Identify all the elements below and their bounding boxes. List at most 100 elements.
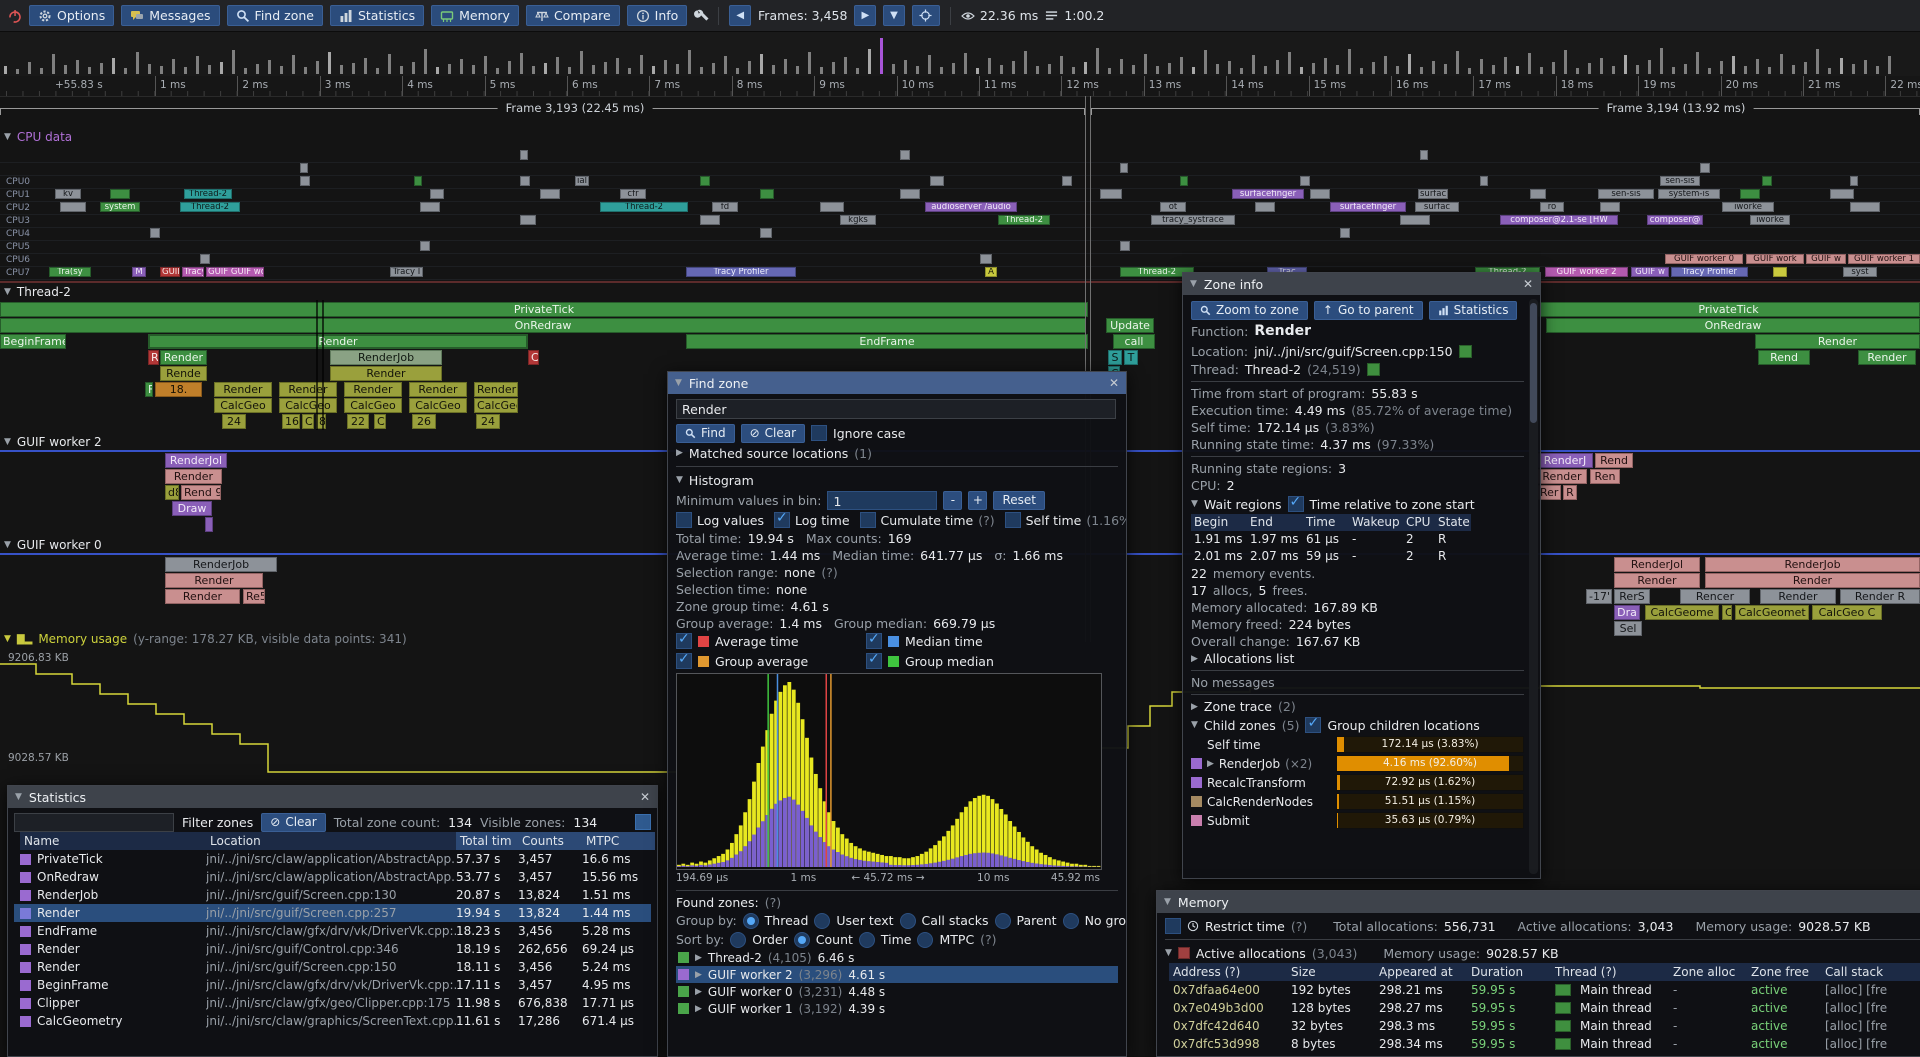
frame-bar[interactable] [256,64,259,74]
zone[interactable] [1180,176,1188,186]
zone[interactable]: 16 [282,414,300,429]
frame-bar[interactable] [904,60,907,74]
frame-bar[interactable] [1624,55,1627,74]
zone[interactable] [1600,202,1620,212]
zone[interactable] [1530,189,1546,199]
radio-call-stacks[interactable] [899,912,916,929]
zone[interactable]: Rend 9 [181,485,221,500]
zone[interactable]: EndFrame [686,334,1088,349]
zone[interactable] [1340,228,1350,238]
frame-bar[interactable] [1072,67,1075,74]
frame-bar[interactable] [40,68,43,74]
frame-bar[interactable] [1792,65,1795,74]
zone[interactable] [520,215,536,225]
frame-bar[interactable] [292,55,295,74]
frame-bar[interactable] [592,65,595,74]
frame-bar[interactable] [508,61,511,74]
table-row[interactable]: 0x7e049b3d00 128 bytes 298.27 ms 59.95 s Mai… [1173,1001,1888,1015]
frame-bar[interactable] [1720,61,1723,74]
frame-bar[interactable] [1888,56,1891,74]
zone[interactable] [540,189,560,199]
zone[interactable]: Render [160,350,207,365]
frame-bar[interactable] [148,64,151,74]
zone[interactable]: Rend [1595,453,1633,468]
zone[interactable]: 26 [412,414,436,429]
frame-bar[interactable] [1432,61,1435,74]
column-header[interactable]: Duration [1467,963,1551,981]
frame-bar[interactable] [1204,50,1207,74]
wrench-icon[interactable] [694,9,709,23]
zone[interactable] [900,150,910,160]
zone[interactable] [1850,176,1858,186]
frame-bar[interactable] [304,67,307,74]
frame-bar[interactable] [172,59,175,74]
zone[interactable]: R [1563,485,1577,500]
frame-bar[interactable] [1480,59,1483,74]
frame-bar[interactable] [832,62,835,74]
frame-bar[interactable] [1372,62,1375,74]
frame-bar[interactable] [760,54,763,74]
frame-bar[interactable] [280,66,283,74]
frame-bar[interactable] [1540,67,1543,74]
zone[interactable]: kgks [840,215,876,225]
zone[interactable]: Tracy I [390,267,423,277]
zone[interactable]: iworke [1750,215,1790,225]
zone[interactable]: system [100,202,140,212]
statistics-titlebar[interactable]: ▼ Statistics ✕ [8,786,657,808]
zone[interactable]: RenderJob [1705,557,1920,572]
frame-bar[interactable] [1852,64,1855,74]
zone[interactable] [760,228,772,238]
zone[interactable]: GUIF worker 0 [1665,254,1743,264]
radio-thread[interactable] [742,912,759,929]
table-row[interactable]: Render jni/../jni/src/guif/Screen.cpp:150… [14,958,651,976]
frame-bar[interactable] [124,68,127,74]
scrollbar[interactable] [1529,299,1538,874]
frame-bar[interactable] [112,58,115,74]
help-hint[interactable]: (1.16%) [1086,512,1126,528]
frame-bar[interactable] [448,64,451,74]
frame-bar[interactable] [484,56,487,74]
frame-bar[interactable] [1252,55,1255,74]
table-row[interactable]: Clipper jni/../jni/src/claw/gfx/geo/Clipp… [14,994,651,1012]
child-zones-header[interactable]: ▼ Child zones (5) Group children locatio… [1191,715,1524,735]
reset-button[interactable]: Reset [993,490,1045,510]
zone[interactable]: Render [1537,469,1587,484]
frame-bar[interactable] [136,52,139,74]
frame-bar[interactable] [940,67,943,74]
frame-bar[interactable] [1552,62,1555,74]
column-header[interactable]: MTPC [582,832,655,850]
zone[interactable]: fd [712,202,738,212]
table-row[interactable]: 0x7dfaa64e00 192 bytes 298.21 ms 59.95 s Mai… [1173,983,1888,997]
thread-header-guif-worker2[interactable]: ▼ GUIF worker 2 [4,434,102,450]
zone[interactable]: 18. [155,382,202,397]
frame-bar[interactable] [64,65,67,74]
radio-parent[interactable] [994,912,1011,929]
active-allocations-header[interactable]: ▼ Active allocations (3,043) Memory usag… [1165,945,1559,961]
zone[interactable]: GUIF work [1746,254,1804,264]
zone[interactable]: surfacefinger [1232,189,1304,199]
zone[interactable]: 24 [222,414,246,429]
frame-bar[interactable] [328,52,331,74]
zone[interactable]: C [1722,605,1732,620]
frame-bar[interactable] [820,67,823,74]
table-row[interactable]: PrivateTick jni/../jni/src/claw/applicati… [14,850,651,868]
filter-options-button[interactable] [635,814,651,830]
frame-bar[interactable] [100,63,103,74]
column-header[interactable]: Begin [1191,514,1247,531]
frame-bar[interactable] [1312,63,1315,74]
zone[interactable]: 24 [476,414,500,429]
zone[interactable]: Render [344,382,402,397]
checkbox-log-time[interactable] [773,510,790,528]
legend-checkbox[interactable] [866,651,882,669]
close-icon[interactable]: ✕ [1108,376,1119,390]
frame-bar[interactable] [340,65,343,74]
find-zone-titlebar[interactable]: ▼ Find zone ✕ [668,372,1126,394]
table-row[interactable]: CalcGeometry jni/../jni/src/claw/graphics… [14,1012,651,1030]
find-zone-button[interactable]: Find zone [226,5,323,26]
zone[interactable]: RenderJob [165,557,277,572]
frame-bar[interactable] [952,63,955,74]
frame-bar[interactable] [1564,50,1567,74]
frame-bar[interactable] [1744,66,1747,74]
frame-bar[interactable] [640,55,643,74]
thread-header-guif-worker0[interactable]: ▼ GUIF worker 0 [4,537,102,553]
